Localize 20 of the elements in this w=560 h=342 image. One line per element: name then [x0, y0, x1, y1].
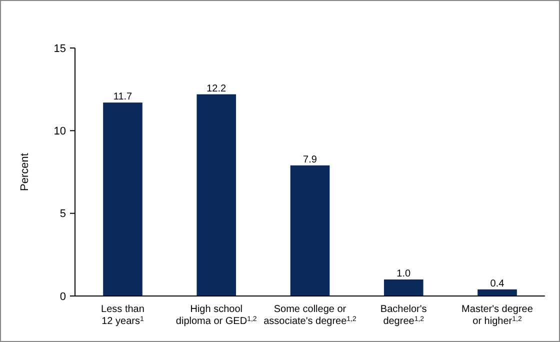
x-tick-label: Some college or associate's degree$^{1,2}$ [264, 304, 357, 327]
data-label: 12.2 [206, 83, 227, 94]
x-tick-label: Bachelor's degree$^{1,2}$ [380, 304, 427, 327]
bar [196, 94, 236, 296]
x-tick-label: Less than 12 years$^{1}$ [101, 304, 144, 327]
bar [103, 102, 142, 296]
data-label: 1.0 [396, 268, 412, 280]
y-tick-label: 5 [60, 208, 66, 220]
y-tick-label: 10 [54, 126, 66, 138]
data-label: 0.4 [490, 278, 505, 290]
x-tick-label: Master's degree or higher$^{1,2}$ [462, 304, 534, 327]
bar [290, 165, 330, 296]
bar [384, 279, 424, 296]
data-label: 7.9 [303, 154, 318, 166]
y-axis-title: Percent [19, 153, 31, 191]
y-tick-label: 15 [54, 42, 66, 55]
data-label: 11.7 [113, 92, 133, 103]
y-tick-label: 0 [60, 290, 66, 303]
x-tick-label: High school diploma or GED$^{1,2}$ [176, 304, 257, 327]
bar [478, 289, 517, 296]
